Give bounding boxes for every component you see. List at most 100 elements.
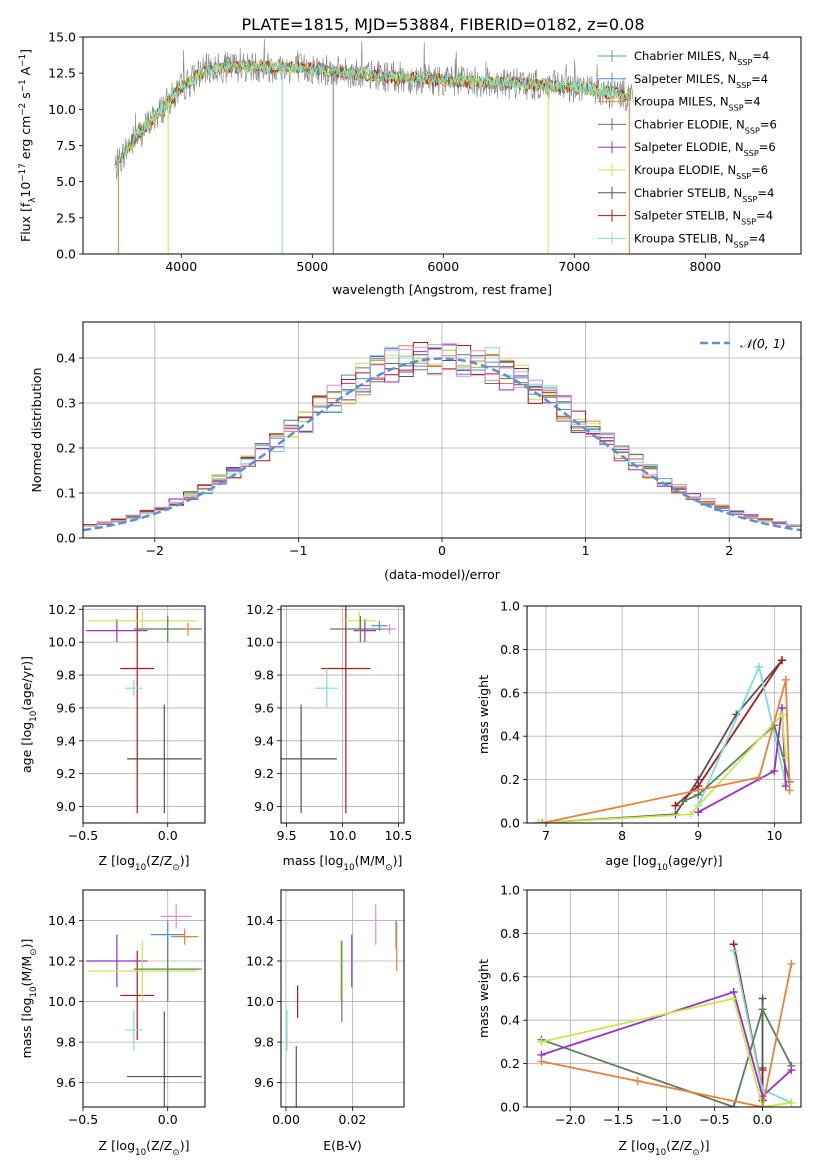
mass-ebv-xlabel: E(B-V) (323, 1138, 362, 1153)
residual-histogram-xtick-label: 1 (582, 543, 590, 558)
weight-z-marker-salpeter_stelib (758, 1066, 767, 1075)
histogram-ylabel: Normed distribution (29, 368, 44, 493)
model-kroupa_stelib (115, 59, 630, 170)
mass-vs-metallicity-ytick-label: 9.6 (56, 1075, 76, 1090)
mass-weight-vs-metallicity-plot-area (537, 940, 796, 1107)
mass-weight-vs-metallicity-xtick-label: 0.0 (753, 1112, 773, 1127)
age-vs-mass-xtick-label: 9.5 (277, 828, 297, 843)
weight-age-marker-salpeter_elodie (770, 766, 779, 775)
spectrum-ytick-label: 7.5 (56, 138, 76, 153)
normal-curve (83, 357, 801, 532)
mass-vs-metallicity-xtick-label: 0.0 (158, 1112, 178, 1127)
mass-weight-vs-metallicity-ytick-label: 0.8 (500, 926, 520, 941)
weight-z-line-kroupa_elodie (541, 997, 792, 1107)
legend-label-kroupa_miles: Kroupa MILES, NSSP=4 (634, 95, 761, 113)
mass-vs-ebv-ytick-label: 10.4 (246, 913, 274, 928)
age-vs-mass-ytick-label: 9.6 (254, 700, 274, 715)
mass-vs-metallicity-ytick-label: 10.2 (48, 953, 76, 968)
residual-histogram-xtick-label: −1 (289, 543, 307, 558)
weight-z-marker-kroupa_elodie (729, 994, 738, 1003)
age-vs-mass-xtick-label: 10.0 (329, 828, 357, 843)
mass-vs-ebv-ytick-label: 10.0 (246, 994, 274, 1009)
age-vs-mass-ytick-label: 10.2 (246, 602, 274, 617)
age-vs-mass-panel: 9.5 10.0 10.5 9.0 9.2 9.4 9.6 9.8 10.0 10.2 mass [… (246, 602, 412, 873)
spectrum-ytick-label: 5.0 (56, 174, 76, 189)
legend-label-salpeter_stelib: Salpeter STELIB, NSSP=4 (634, 209, 773, 227)
weight-z-line-salpeter_elodie (541, 990, 793, 1098)
spectrum-ytick-label: 0.0 (56, 247, 76, 262)
weight-age-marker-salpeter_elodie (694, 808, 703, 817)
weight-age-marker-salpeter_stelib (694, 782, 703, 791)
age-vs-metallicity-ytick-label: 9.4 (56, 733, 76, 748)
weight-age-ylabel: mass weight (476, 675, 491, 754)
weight-age-marker-kroupa_miles (755, 773, 764, 782)
weight-z-marker-kroupa_miles (758, 1103, 767, 1107)
spectrum-xlabel: wavelength [Angstrom, rest frame] (332, 282, 552, 297)
weight-age-marker-salpeter_stelib (671, 801, 680, 810)
residual-histogram-xtick-label: 2 (725, 543, 733, 558)
spectrum-ytick-label: 10.0 (48, 102, 76, 117)
mass-vs-ebv-ytick-label: 10.2 (246, 953, 274, 968)
weight-age-xlabel: age [log10(age/yr)] (605, 853, 722, 873)
age-vs-metallicity-ytick-label: 10.0 (48, 635, 76, 650)
legend-label-salpeter_miles: Salpeter MILES, NSSP=4 (634, 72, 768, 90)
weight-age-marker-kroupa_miles (781, 675, 790, 684)
age-vs-mass-xtick-label: 10.5 (384, 828, 412, 843)
residual-histogram-plot-area (83, 342, 801, 532)
spectrum-xtick-label: 7000 (558, 259, 590, 274)
mass-vs-ebv-ytick-label: 9.8 (254, 1035, 274, 1050)
mass-weight-vs-metallicity-xtick-label: −1.0 (651, 1112, 681, 1127)
age-vs-metallicity-xtick-label: 0.0 (158, 828, 178, 843)
mass-vs-ebv-xtick-label: 0.00 (272, 1112, 300, 1127)
weight-age-marker-kroupa_elodie (777, 710, 786, 719)
age-vs-metallicity-frame (82, 605, 206, 824)
weight-age-marker-chabrier_elodie (679, 797, 688, 806)
weight-z-line-kroupa_miles (541, 963, 793, 1107)
histogram-xlabel: (data-model)/error (384, 567, 501, 582)
residual-histogram-panel: −2 −1 0 1 2 0.0 0.1 0.2 0.3 0.4 𝒩(0, 1) (data-model… (29, 321, 802, 582)
mass-z-ylabel: mass [log10(M/M⊙)] (19, 939, 39, 1059)
mass-vs-metallicity-plot-area (86, 904, 202, 1107)
mass-weight-vs-age-xtick-label: 7 (542, 828, 550, 843)
mass-weight-vs-age-plot-area (534, 656, 794, 823)
mass-z-xlabel: Z [log10(Z/Z⊙)] (99, 1138, 190, 1158)
weight-age-marker-kroupa_stelib (755, 662, 764, 671)
spectrum-ytick-label: 15.0 (48, 30, 76, 45)
mass-weight-vs-metallicity-frame (526, 889, 802, 1108)
age-vs-metallicity-ytick-label: 9.6 (56, 700, 76, 715)
mass-weight-vs-age-xtick-label: 9 (694, 828, 702, 843)
mass-weight-vs-age-ytick-label: 0.8 (500, 642, 520, 657)
residual-histogram-ytick-label: 0.2 (56, 441, 76, 456)
mass-vs-ebv-frame (280, 889, 405, 1108)
legend-label-kroupa_elodie: Kroupa ELODIE, NSSP=6 (634, 163, 768, 181)
residual-histogram-ytick-label: 0.3 (56, 396, 76, 411)
weight-z-marker-chabrier_elodie (729, 1103, 738, 1107)
weight-z-ylabel: mass weight (476, 959, 491, 1038)
legend-label-chabrier_stelib: Chabrier STELIB, NSSP=4 (634, 186, 774, 204)
mass-weight-vs-age-xtick-label: 8 (618, 828, 626, 843)
legend-label-kroupa_stelib: Kroupa STELIB, NSSP=4 (634, 231, 766, 249)
mass-vs-metallicity-ytick-label: 10.4 (48, 913, 76, 928)
age-vs-metallicity-xtick-label: −0.5 (68, 828, 98, 843)
figure-title: PLATE=1815, MJD=53884, FIBERID=0182, z=0… (241, 15, 644, 34)
mass-vs-metallicity-ytick-label: 10.0 (48, 994, 76, 1009)
spectrum-ytick-label: 12.5 (48, 66, 76, 81)
mass-weight-vs-metallicity-xtick-label: −2.0 (555, 1112, 585, 1127)
weight-z-marker-kroupa_miles (787, 959, 796, 968)
age-mass-xlabel: mass [log10(M/M⊙)] (283, 853, 403, 873)
age-vs-metallicity-panel: −0.5 0.0 9.0 9.2 9.4 9.6 9.8 10.0 10.2 Z [log10(Z… (19, 602, 206, 873)
residual-histogram-ytick-label: 0.4 (56, 351, 76, 366)
weight-z-marker-kroupa_elodie (537, 1037, 546, 1046)
mass-vs-metallicity-panel: −0.5 0.0 9.6 9.8 10.0 10.2 10.4 Z [log10(Z/Z⊙)]… (19, 889, 206, 1158)
model-chabrier_elodie (115, 60, 630, 169)
weight-age-marker-kroupa_elodie (686, 810, 695, 819)
weight-age-line-chabrier_elodie (682, 723, 791, 803)
weight-z-marker-kroupa_miles (633, 1076, 642, 1085)
mass-weight-vs-metallicity-ytick-label: 0.0 (500, 1100, 520, 1115)
residual-histogram-xtick-label: 0 (438, 543, 446, 558)
weight-z-marker-chabrier_elodie (758, 1005, 767, 1014)
weight-z-marker-kroupa_elodie (787, 1098, 796, 1107)
mass-vs-ebv-xtick-label: 0.02 (339, 1112, 367, 1127)
legend-label-chabrier_elodie: Chabrier ELODIE, NSSP=6 (634, 117, 777, 135)
